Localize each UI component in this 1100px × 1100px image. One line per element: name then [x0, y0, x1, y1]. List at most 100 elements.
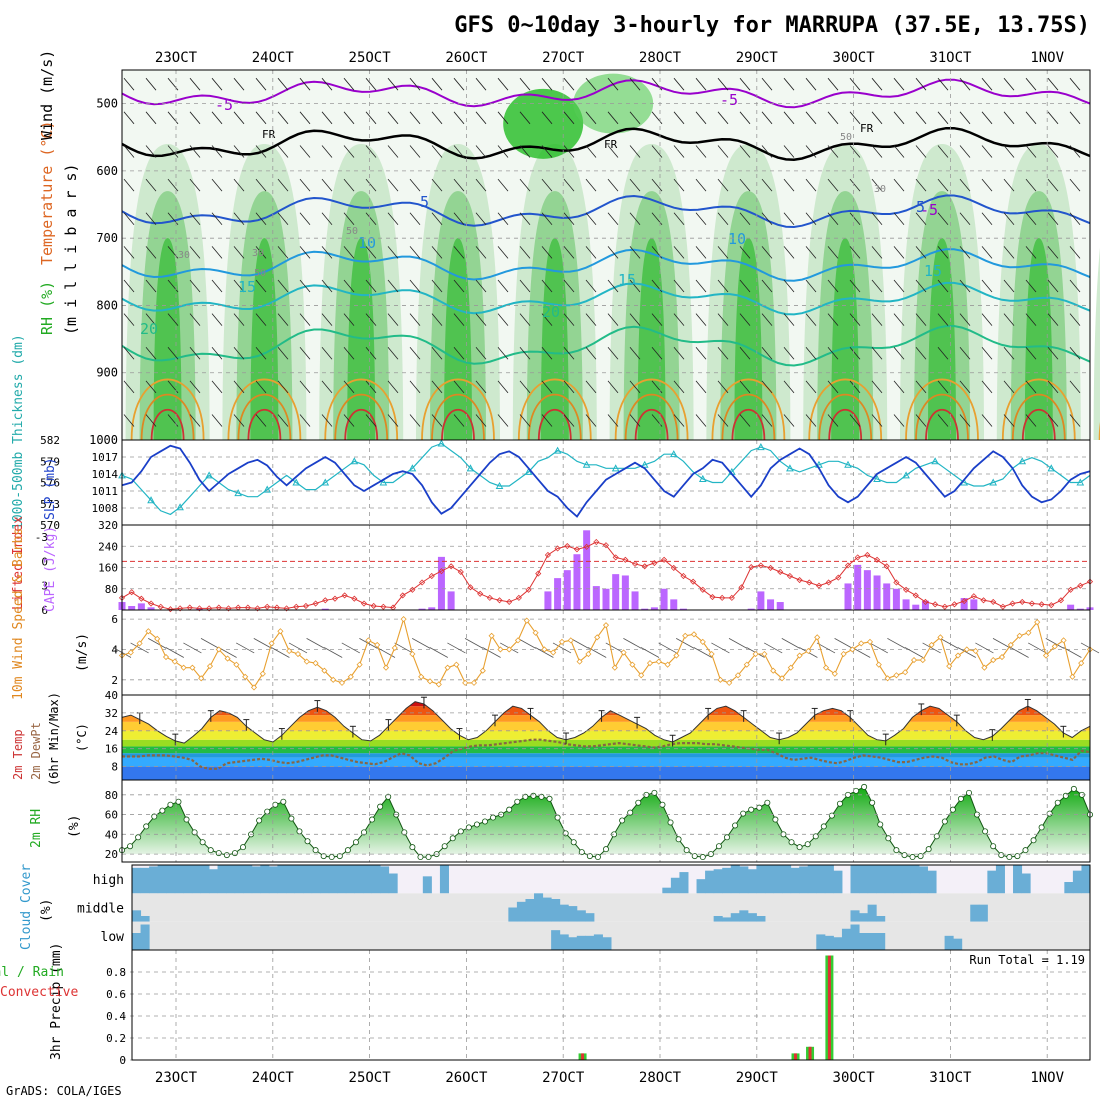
- rh2m-marker: [715, 843, 722, 850]
- wind-speed-marker: [954, 652, 962, 659]
- wind-speed-marker: [919, 657, 926, 664]
- profile-ylabels: RH (%) Temperature (°C) Wind (m/s) (m i …: [38, 50, 80, 335]
- wind-barb: [805, 212, 817, 225]
- rh2m-marker: [441, 843, 448, 850]
- wind-speed-marker: [1060, 637, 1067, 644]
- wind-speed-marker: [822, 664, 830, 671]
- cloud-cell: [790, 867, 800, 894]
- wind-barb: [365, 347, 377, 360]
- wind-barb: [1063, 647, 1082, 658]
- rh2m-marker: [360, 829, 367, 836]
- temp-ylabel-minmax: (6hr Min/Max): [47, 692, 61, 786]
- wind-speed-marker: [849, 646, 856, 653]
- wind-speed-marker: [963, 646, 970, 653]
- wind-barb: [189, 212, 201, 225]
- cape-bar: [641, 608, 649, 610]
- cape-bar: [1076, 608, 1084, 610]
- wind-barb: [783, 212, 795, 225]
- wind-speed-marker: [972, 647, 979, 655]
- wind-barb: [893, 380, 905, 394]
- wind-speed-marker: [338, 679, 346, 686]
- li-marker: [661, 556, 668, 563]
- wind-barb: [607, 178, 619, 192]
- wind-barb: [827, 145, 839, 158]
- li-marker: [322, 597, 329, 604]
- temp-contour-warm: [634, 409, 669, 441]
- wind-barb: [552, 642, 572, 654]
- li-marker: [922, 598, 929, 605]
- wind-barb: [453, 212, 465, 225]
- rh2m-marker: [490, 814, 497, 821]
- cape-bar: [912, 604, 920, 610]
- wind-barb: [893, 77, 905, 91]
- cloud-cell: [362, 865, 372, 894]
- wind-barb: [827, 313, 839, 326]
- cape-bar: [892, 588, 900, 610]
- wind-barb: [387, 111, 399, 125]
- wind-speed-marker: [778, 675, 786, 682]
- cape-bar: [563, 570, 571, 610]
- cape-bar: [844, 583, 852, 610]
- wind-speed-marker: [286, 647, 293, 655]
- temp-contour-warm: [150, 409, 185, 441]
- wind-barb: [959, 347, 971, 360]
- wind-barb: [306, 638, 325, 649]
- cloud-cell: [747, 913, 757, 922]
- temp-band: [122, 766, 1090, 780]
- cape-ylabel-right: CAPE (J/kg): [43, 526, 58, 612]
- temp-contour-warm: [237, 393, 292, 441]
- wind-barb: [1025, 380, 1037, 394]
- wind-barb: [673, 77, 685, 91]
- cloud-cell: [371, 865, 381, 894]
- wind-barb: [959, 178, 971, 192]
- wind-barb: [519, 313, 531, 326]
- cloud-cell: [568, 906, 578, 922]
- wind-barb: [277, 347, 289, 360]
- rh2m-marker: [336, 853, 343, 860]
- wind-barb: [937, 313, 949, 326]
- wind-speed-marker: [831, 670, 838, 677]
- li-marker: [854, 554, 861, 561]
- thickness-marker: [698, 474, 707, 482]
- wind-barb: [1069, 212, 1081, 225]
- rh-shading: [250, 238, 279, 440]
- li-marker: [360, 600, 368, 607]
- cape-bar: [1067, 604, 1075, 610]
- rh2m-marker: [304, 838, 311, 845]
- cape-bar: [592, 586, 600, 610]
- cloud-cell: [576, 935, 586, 950]
- li-marker: [932, 601, 939, 608]
- wind-barb: [607, 212, 619, 225]
- wind-barb: [497, 212, 509, 225]
- li-marker: [738, 584, 745, 591]
- temp-line: [121, 701, 1091, 744]
- wind-speed-marker: [629, 661, 636, 668]
- wind-barb: [1069, 279, 1081, 293]
- wind-barb: [695, 246, 707, 259]
- li-marker: [912, 592, 919, 599]
- li-marker: [544, 551, 551, 559]
- rh-shading: [734, 238, 763, 440]
- wind-speed-marker: [937, 634, 944, 641]
- cloud-level-label: middle: [77, 902, 124, 917]
- wind-barb: [827, 414, 839, 427]
- wind-barb: [387, 77, 399, 91]
- freezing-level: [121, 126, 1091, 161]
- cloud-cell: [559, 934, 569, 950]
- cape-bar: [854, 564, 862, 610]
- wind-speed-marker: [356, 661, 363, 668]
- wind-barb: [717, 279, 729, 293]
- rh-frame: [121, 779, 1091, 863]
- panel-cape-lifted-index: 80 160 240 320 -3 0 3 6: [35, 519, 1094, 617]
- wind-barb: [739, 279, 751, 293]
- li-marker: [602, 542, 610, 549]
- wind-barb: [497, 145, 509, 158]
- wind-barb: [211, 313, 223, 326]
- wind-barb: [189, 77, 201, 91]
- wind-speed-marker: [242, 673, 249, 680]
- wind-barb: [1003, 178, 1015, 192]
- li-marker: [573, 546, 581, 553]
- cape-ytick: 160: [98, 562, 118, 575]
- li-marker: [990, 598, 997, 605]
